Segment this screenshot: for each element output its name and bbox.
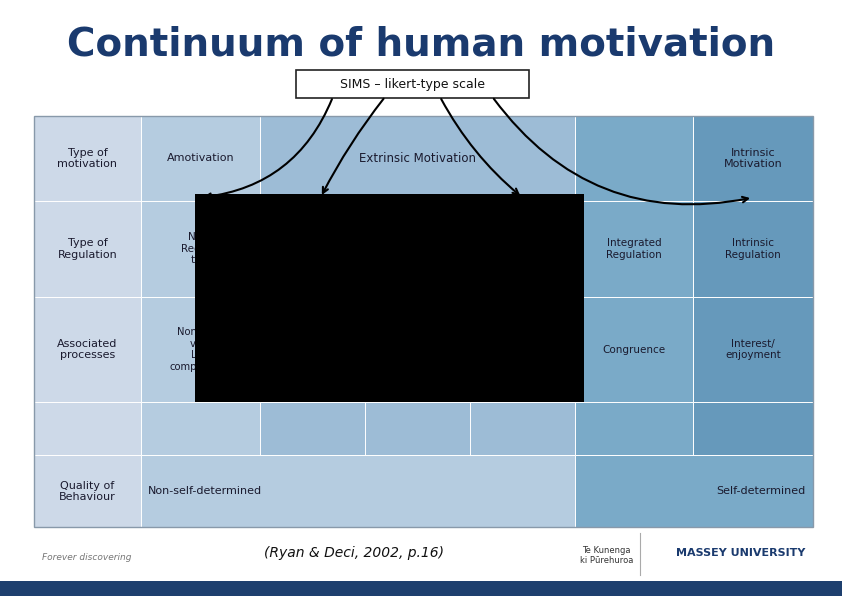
- Bar: [693, 297, 813, 402]
- Text: punishment: punishment: [281, 344, 344, 355]
- Text: Type of
Regulation: Type of Regulation: [57, 238, 117, 260]
- Bar: [693, 402, 813, 455]
- Text: Amotivation: Amotivation: [167, 153, 234, 163]
- Text: Quality of
Behaviour: Quality of Behaviour: [59, 481, 116, 502]
- Text: Non-self-determined: Non-self-determined: [148, 486, 262, 496]
- Bar: [470, 200, 575, 297]
- Text: Intrinsic
Regulation: Intrinsic Regulation: [725, 238, 781, 260]
- Bar: [575, 116, 693, 200]
- Bar: [34, 402, 141, 455]
- Bar: [575, 455, 813, 527]
- Text: Forever discovering: Forever discovering: [42, 552, 131, 562]
- Text: (Ryan & Deci, 2002, p.16): (Ryan & Deci, 2002, p.16): [264, 546, 444, 560]
- Text: Introjected
Regulation: Introjected Regulation: [389, 238, 445, 260]
- Text: Non-rele-
vant
Low
competence: Non-rele- vant Low competence: [169, 327, 231, 372]
- Text: Intrinsic
Motivation: Intrinsic Motivation: [723, 148, 782, 169]
- Bar: [141, 455, 575, 527]
- Text: Associated
processes: Associated processes: [57, 339, 118, 361]
- Bar: [470, 297, 575, 402]
- Bar: [141, 116, 259, 200]
- Bar: [470, 402, 575, 455]
- Text: MASSEY UNIVERSITY: MASSEY UNIVERSITY: [676, 548, 806, 558]
- Bar: [34, 116, 141, 200]
- FancyBboxPatch shape: [296, 70, 529, 98]
- Bar: [34, 116, 813, 527]
- Text: Type of
motivation: Type of motivation: [57, 148, 117, 169]
- Bar: [195, 194, 584, 402]
- Bar: [34, 297, 141, 402]
- Bar: [575, 297, 693, 402]
- Bar: [365, 297, 470, 402]
- Bar: [259, 297, 365, 402]
- Text: SIMS – likert-type scale: SIMS – likert-type scale: [340, 77, 485, 91]
- Text: Personal
importance
Conscious
valuing: Personal importance Conscious valuing: [494, 327, 551, 372]
- Bar: [575, 402, 693, 455]
- Bar: [0, 581, 842, 596]
- Text: External
Regulation: External Regulation: [285, 238, 340, 260]
- Bar: [141, 200, 259, 297]
- Bar: [365, 402, 470, 455]
- Bar: [693, 200, 813, 297]
- Bar: [259, 402, 365, 455]
- Text: Congruence: Congruence: [603, 344, 666, 355]
- Bar: [259, 200, 365, 297]
- Text: Non-
Regula-
tion: Non- Regula- tion: [181, 232, 220, 265]
- Bar: [365, 200, 470, 297]
- Bar: [141, 402, 259, 455]
- Text: Identified
Regulation: Identified Regulation: [494, 238, 551, 260]
- Text: Integrated
Regulation: Integrated Regulation: [606, 238, 662, 260]
- Bar: [34, 200, 141, 297]
- Bar: [693, 116, 813, 200]
- Bar: [141, 297, 259, 402]
- Text: Self-determined: Self-determined: [717, 486, 806, 496]
- Text: Interest/
enjoyment: Interest/ enjoyment: [725, 339, 781, 361]
- Text: Te Kunenga
ki Pūrehuroa: Te Kunenga ki Pūrehuroa: [579, 546, 633, 565]
- Text: Extrinsic Motivation: Extrinsic Motivation: [359, 152, 476, 165]
- Text: from self/
others: from self/ others: [392, 339, 442, 361]
- Bar: [259, 116, 575, 200]
- Bar: [34, 455, 141, 527]
- Bar: [575, 200, 693, 297]
- Text: Continuum of human motivation: Continuum of human motivation: [67, 26, 775, 64]
